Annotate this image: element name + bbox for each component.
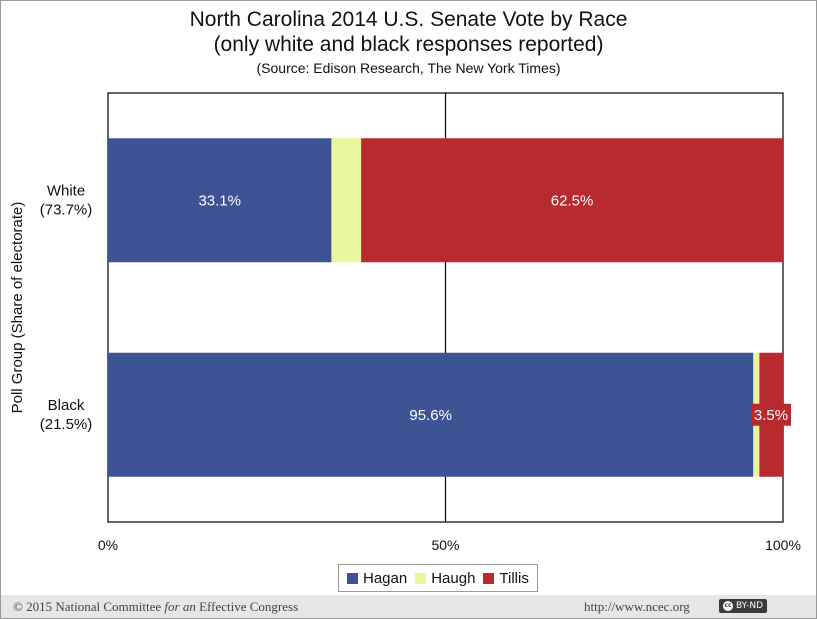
bar-haugh-white — [331, 138, 362, 263]
bar-hagan-black — [108, 352, 754, 477]
cc-license-badge[interactable]: cc BY-ND — [719, 599, 768, 613]
cc-license-label: BY-ND — [736, 601, 764, 611]
bar-tillis-white — [361, 138, 783, 263]
cc-icon: cc — [723, 601, 733, 611]
bar-label-box-tillis-black — [751, 403, 791, 426]
legend-label-tillis: Tillis — [499, 569, 529, 587]
copyright-text: © 2015 National Committee for an Effecti… — [13, 599, 299, 614]
category-label-white: White — [47, 182, 85, 199]
bar-label-tillis-white: 62.5% — [551, 192, 594, 209]
bar-label-hagan-white: 33.1% — [198, 192, 241, 209]
x-tick-label-50: 50% — [431, 537, 459, 553]
ncec-link[interactable]: http://www.ncec.org — [584, 599, 690, 614]
category-share-white: (73.7%) — [40, 201, 93, 218]
y-axis-label: Poll Group (Share of electorate) — [9, 202, 26, 414]
legend-item-hagan: Hagan — [347, 570, 407, 587]
legend-swatch-tillis — [483, 572, 495, 584]
legend-label-haugh: Haugh — [431, 569, 476, 587]
footer-bar: © 2015 National Committee for an Effecti… — [1, 595, 816, 618]
x-tick-label-100: 100% — [765, 537, 801, 553]
legend: Hagan Haugh Tillis — [338, 564, 538, 592]
legend-swatch-haugh — [415, 572, 427, 584]
chart-subtitle: (only white and black responses reported… — [213, 33, 604, 56]
legend-item-haugh: Haugh — [415, 570, 475, 587]
category-share-black: (21.5%) — [40, 416, 93, 433]
legend-item-tillis: Tillis — [483, 569, 529, 587]
bar-label-hagan-black: 95.6% — [409, 407, 452, 424]
bar-hagan-white — [108, 138, 332, 263]
legend-label-hagan: Hagan — [363, 569, 408, 587]
chart-title: North Carolina 2014 U.S. Senate Vote by … — [189, 8, 628, 31]
chart-source: (Source: Edison Research, The New York T… — [256, 60, 561, 76]
legend-swatch-hagan — [347, 572, 358, 584]
x-tick-label-0: 0% — [98, 537, 118, 553]
bar-label-tillis-black: 3.5% — [754, 407, 788, 424]
category-label-black: Black — [48, 397, 85, 414]
